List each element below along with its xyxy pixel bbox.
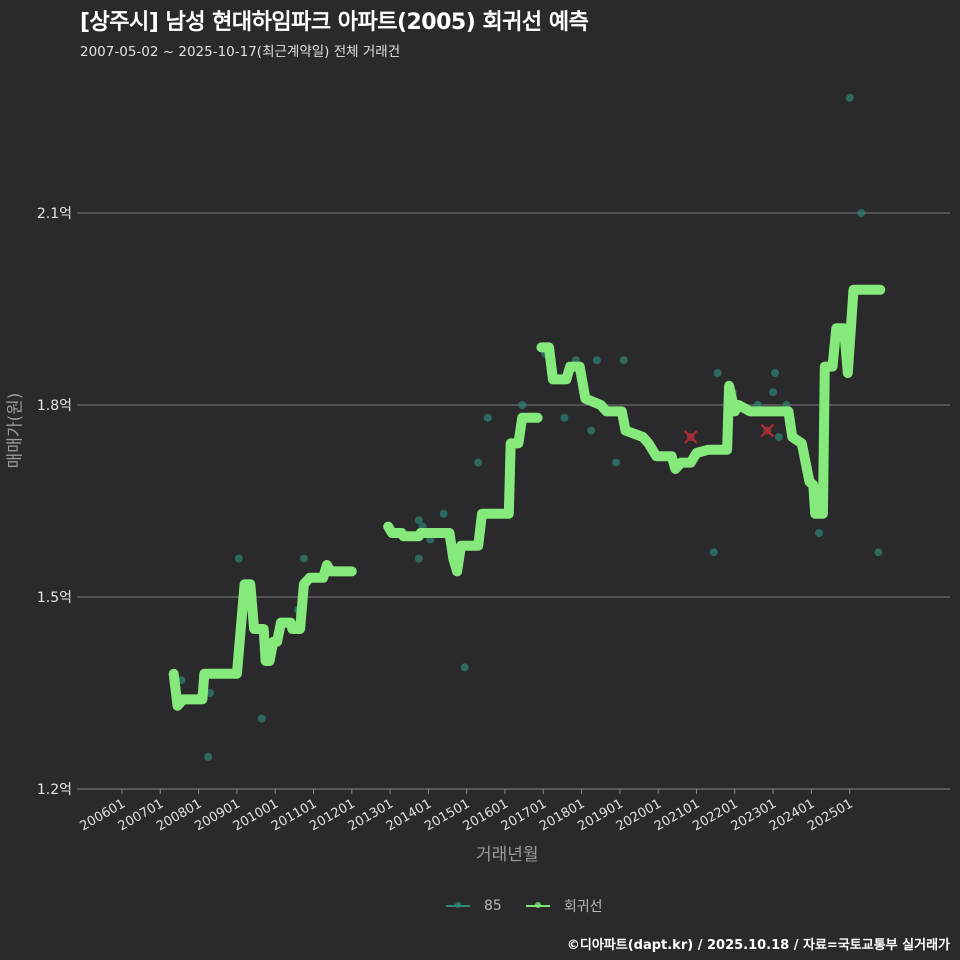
x-axis-label: 거래년월 xyxy=(476,845,539,865)
y-axis-ticks: 1.2억 1.5억 1.8억 2.1억 xyxy=(37,206,72,798)
x-axis: 2006012007012008012009012010012011012012… xyxy=(78,789,856,834)
legend-item-85[interactable]: 85 xyxy=(446,898,502,914)
regression-line xyxy=(168,284,886,711)
legend-label-85: 85 xyxy=(484,898,502,914)
svg-text:1.8억: 1.8억 xyxy=(37,398,72,414)
legend-swatch-85-icon xyxy=(446,902,470,908)
svg-text:1.2억: 1.2억 xyxy=(37,782,72,798)
outlier-markers xyxy=(684,423,775,444)
y-gridlines xyxy=(77,212,950,790)
legend-swatch-regression-icon xyxy=(525,902,550,908)
chart-subtitle: 2007-05-02 ~ 2025-10-17(최근계약일) 전체 거래건 xyxy=(80,44,401,60)
scatter-points-85 xyxy=(177,93,883,761)
y-axis-label: 매매가(원) xyxy=(5,392,26,469)
legend-item-regression[interactable]: 회귀선 xyxy=(525,896,603,916)
svg-text:1.5억: 1.5억 xyxy=(37,590,72,606)
source-footer: ©디아파트(dapt.kr) / 2025.10.18 / 자료=국토교통부 실… xyxy=(566,938,950,953)
legend: 85 회귀선 xyxy=(446,896,602,916)
chart-title: [상주시] 남성 현대하임파크 아파트(2005) 회귀선 예측 xyxy=(80,10,589,35)
legend-label-regression: 회귀선 xyxy=(563,899,603,915)
svg-text:2.1억: 2.1억 xyxy=(37,206,72,222)
